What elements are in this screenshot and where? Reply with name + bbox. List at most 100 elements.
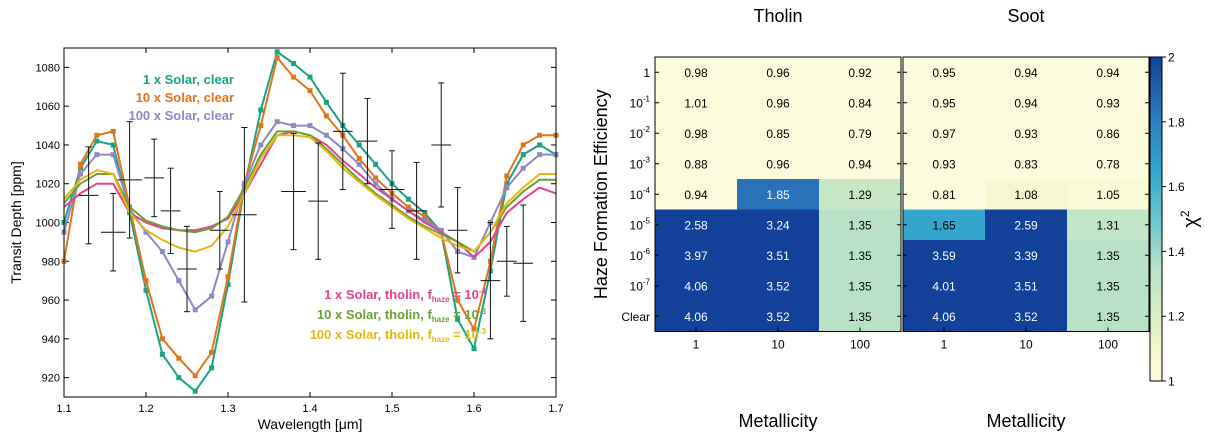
series-point (537, 132, 543, 138)
series-point (209, 293, 215, 299)
series-point (225, 274, 231, 280)
legend-superscript: -3 (479, 327, 487, 336)
legend-text: 1 x Solar, tholin, f (324, 287, 432, 302)
series-point (471, 346, 477, 352)
heatmap-cell (819, 118, 902, 149)
heatmap-cell (985, 240, 1068, 271)
observation-point (144, 138, 165, 218)
series-point (422, 214, 428, 220)
observation-point (232, 126, 257, 303)
series-point (258, 107, 264, 113)
legend-entry: 10 x Solar, clear (136, 90, 234, 105)
series-point (192, 388, 198, 394)
y-tick-base: 10 (630, 249, 644, 263)
series-point (520, 142, 526, 148)
series-point (274, 49, 280, 55)
heatmap-cell (903, 118, 986, 149)
series-line-6 (63, 134, 556, 253)
series-point (422, 210, 428, 216)
series-line-3 (63, 120, 556, 311)
panel-title: Tholin (753, 6, 802, 26)
series-point (373, 175, 379, 181)
cell-value: 3.39 (1014, 249, 1038, 263)
x-tick-label: 100 (1098, 338, 1118, 352)
cell-value: 0.92 (848, 66, 872, 80)
series-point (176, 375, 182, 381)
series-point (356, 156, 362, 162)
heatmap-cell (737, 118, 820, 149)
y-tick-label: 1080 (36, 62, 60, 74)
x-tick-label: 1.3 (220, 403, 235, 415)
cell-value: 1.35 (848, 279, 872, 293)
series-point (176, 355, 182, 361)
cell-value: 3.51 (766, 249, 790, 263)
series-point (176, 278, 182, 284)
colorbar-label-superscript: 2 (1178, 210, 1192, 217)
heatmap-cell (737, 148, 820, 180)
x-tick-label: 10 (1019, 338, 1033, 352)
cell-value: 1.85 (766, 188, 790, 202)
cell-value: 0.84 (848, 96, 872, 110)
series-point (209, 349, 215, 355)
cell-value: 0.93 (932, 157, 956, 171)
series-line-5 (63, 130, 556, 253)
heatmap-cell (903, 270, 986, 302)
legend-text: 100 x Solar, tholin, f (310, 327, 433, 342)
cell-value: 0.88 (684, 157, 708, 171)
y-tick-base: 10 (630, 157, 644, 171)
heatmap-cell (819, 148, 902, 180)
observation-point (209, 190, 230, 270)
heatmap-cell (655, 209, 738, 241)
cell-value: 1.35 (1096, 310, 1120, 324)
series-point (356, 142, 362, 148)
observation-point (78, 146, 99, 245)
observation-point (513, 204, 534, 322)
cell-value: 1.35 (1096, 279, 1120, 293)
observation-point (100, 192, 126, 272)
series-point (307, 74, 313, 80)
observation-point (447, 187, 468, 274)
series-point (159, 336, 165, 342)
observation-point (431, 82, 452, 208)
heatmap-cell (985, 118, 1068, 149)
heatmap-cell (737, 301, 820, 332)
cell-value: 3.51 (1014, 279, 1038, 293)
y-tick-exponent: -7 (643, 277, 651, 286)
series-point (258, 142, 264, 148)
y-tick-base: 10 (630, 279, 644, 293)
y-tick-base: 10 (630, 96, 644, 110)
legend-subscript: haze (432, 295, 450, 304)
heatmap-cell (655, 240, 738, 271)
cell-value: 4.06 (932, 310, 956, 324)
series-point (274, 119, 280, 125)
heatmap-cell (1067, 209, 1150, 241)
colorbar-tick-label: 1.8 (1168, 115, 1185, 129)
observation-point (281, 132, 306, 251)
cell-value: 4.01 (932, 279, 956, 293)
series-point (274, 55, 280, 61)
y-tick-label: 10-2 (630, 125, 651, 141)
series-point (438, 227, 444, 233)
series-point (192, 307, 198, 313)
series-point (504, 173, 510, 179)
heatmap-cell (1067, 87, 1150, 119)
colorbar-tick-label: 1 (1168, 375, 1175, 389)
heatmap-cell (985, 270, 1068, 302)
series-point (307, 88, 313, 94)
cell-value: 0.94 (684, 188, 708, 202)
heatmap-cell (1067, 240, 1150, 271)
series-point (323, 99, 329, 105)
series-point (373, 161, 379, 167)
y-axis-label: Transit Depth [ppm] (8, 161, 24, 283)
series-point (159, 249, 165, 255)
colorbar-tick-label: 2 (1168, 51, 1175, 65)
x-tick-label: 1 (941, 338, 948, 352)
heatmap-cell (819, 179, 902, 210)
series-point (192, 373, 198, 379)
legend-text: 10 x Solar, tholin, f (317, 307, 433, 322)
cell-value: 1.29 (848, 188, 872, 202)
heatmap-cell (655, 57, 738, 88)
heatmap-cell (903, 179, 986, 210)
